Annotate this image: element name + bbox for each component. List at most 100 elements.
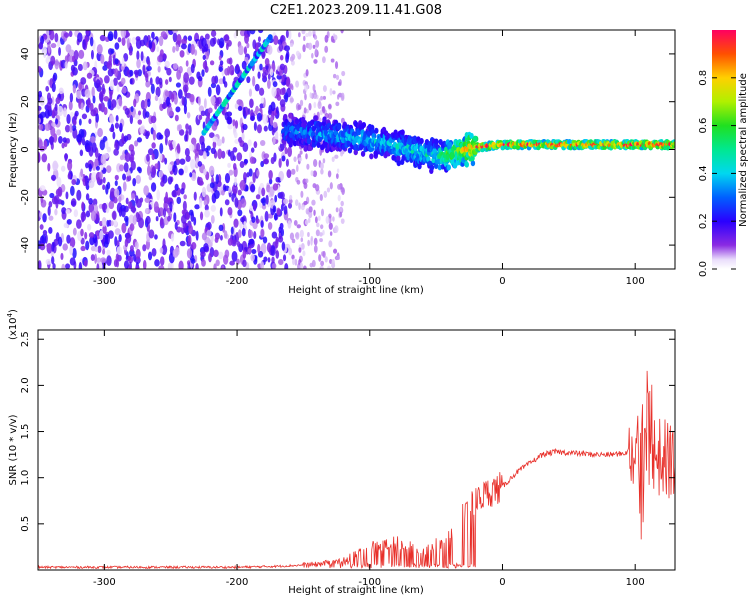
noise-speckle xyxy=(136,50,140,61)
noise-speckle xyxy=(96,44,103,55)
noise-speckle xyxy=(313,35,318,40)
noise-speckle xyxy=(220,234,223,241)
noise-speckle xyxy=(119,164,124,172)
spectrogram-ytick-label: 40 xyxy=(20,48,31,61)
noise-speckle xyxy=(303,200,308,205)
noise-speckle xyxy=(72,67,78,76)
noise-speckle xyxy=(156,189,161,201)
noise-speckle xyxy=(78,118,82,126)
colorbar-gradient xyxy=(712,30,736,269)
noise-speckle xyxy=(248,238,255,245)
noise-speckle xyxy=(167,207,171,216)
noise-speckle xyxy=(275,130,279,140)
noise-speckle xyxy=(234,197,239,208)
noise-speckle xyxy=(131,205,136,214)
noise-speckle xyxy=(102,176,106,184)
noise-speckle xyxy=(65,209,71,215)
noise-speckle xyxy=(190,63,195,74)
noise-speckle xyxy=(293,219,298,226)
noise-speckle xyxy=(125,217,129,227)
noise-speckle xyxy=(176,196,182,205)
noise-speckle xyxy=(69,123,73,133)
noise-speckle xyxy=(230,150,235,162)
head-echo-mark xyxy=(426,156,431,163)
noise-speckle xyxy=(328,222,333,230)
noise-speckle xyxy=(305,69,309,77)
noise-speckle xyxy=(64,153,68,162)
noise-speckle xyxy=(113,196,118,204)
noise-speckle xyxy=(308,102,312,111)
noise-speckle xyxy=(124,107,130,116)
noise-speckle xyxy=(208,132,215,139)
noise-speckle xyxy=(124,152,131,163)
noise-speckle xyxy=(188,209,194,216)
noise-speckle xyxy=(73,119,77,126)
noise-speckle xyxy=(202,54,206,61)
noise-speckle xyxy=(176,143,181,154)
noise-speckle xyxy=(339,211,343,218)
noise-speckle xyxy=(118,96,123,107)
noise-speckle xyxy=(101,83,105,93)
noise-speckle xyxy=(302,44,306,53)
noise-speckle xyxy=(256,112,263,122)
noise-speckle xyxy=(272,205,277,213)
noise-speckle xyxy=(281,75,285,83)
noise-speckle xyxy=(272,81,278,88)
noise-speckle xyxy=(221,136,225,144)
noise-speckle xyxy=(295,80,300,88)
noise-speckle xyxy=(314,216,318,224)
noise-speckle xyxy=(244,33,249,44)
snr-ytick-label: 1.5 xyxy=(20,424,31,440)
noise-speckle xyxy=(113,188,120,198)
noise-speckle xyxy=(305,178,309,184)
noise-speckle xyxy=(159,247,164,254)
noise-speckle xyxy=(271,231,278,239)
noise-speckle xyxy=(121,208,126,218)
noise-speckle xyxy=(56,129,62,136)
noise-speckle xyxy=(84,175,88,187)
noise-speckle xyxy=(176,34,182,46)
noise-speckle xyxy=(185,212,190,220)
noise-speckle xyxy=(308,42,313,50)
noise-speckle xyxy=(155,86,161,98)
noise-speckle xyxy=(235,63,240,72)
noise-speckle xyxy=(303,107,307,114)
noise-speckle xyxy=(299,229,304,238)
noise-speckle xyxy=(76,189,82,201)
noise-speckle xyxy=(69,257,76,266)
noise-speckle xyxy=(128,50,133,56)
snr-xtick-label: 100 xyxy=(626,577,645,588)
noise-speckle xyxy=(89,136,96,144)
noise-speckle xyxy=(110,48,115,54)
noise-speckle xyxy=(106,60,113,70)
noise-speckle xyxy=(102,224,107,235)
noise-speckle xyxy=(271,256,275,264)
noise-speckle xyxy=(256,169,260,177)
noise-speckle xyxy=(233,218,239,228)
noise-speckle xyxy=(340,200,344,207)
noise-speckle xyxy=(185,155,191,162)
noise-speckle xyxy=(262,113,268,125)
noise-speckle xyxy=(278,43,284,52)
noise-speckle xyxy=(328,103,332,110)
noise-speckle xyxy=(46,243,52,249)
noise-speckle xyxy=(267,73,271,80)
noise-speckle xyxy=(331,258,336,267)
noise-speckle xyxy=(189,144,195,152)
noise-speckle xyxy=(58,46,61,56)
noise-speckle xyxy=(190,43,195,55)
noise-speckle xyxy=(104,75,110,84)
noise-speckle xyxy=(129,78,133,85)
noise-speckle xyxy=(129,249,135,257)
noise-speckle xyxy=(198,197,203,209)
noise-speckle xyxy=(61,263,66,269)
noise-speckle xyxy=(279,63,286,71)
noise-speckle xyxy=(118,196,122,203)
noise-speckle xyxy=(54,59,60,70)
head-echo-mark xyxy=(313,115,318,122)
head-echo-mark xyxy=(400,129,405,136)
noise-speckle xyxy=(145,72,149,83)
noise-speckle xyxy=(298,157,303,162)
noise-speckle xyxy=(248,88,253,97)
noise-speckle xyxy=(292,258,296,266)
